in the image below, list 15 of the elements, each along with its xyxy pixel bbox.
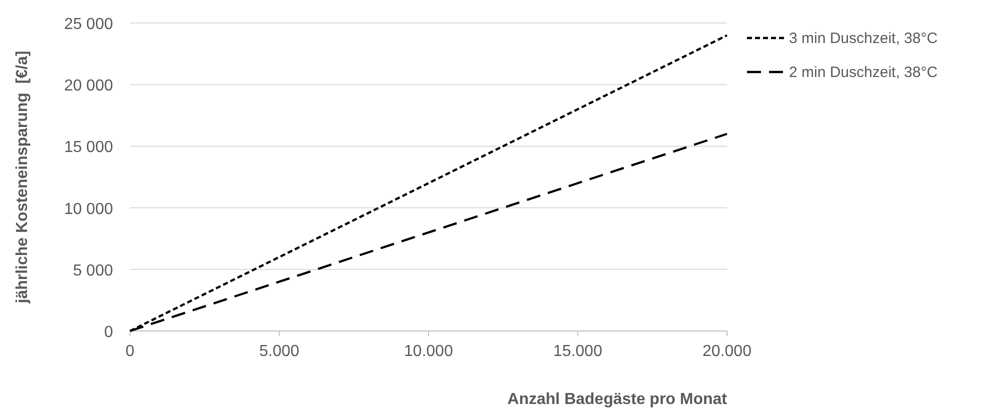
y-tick-label: 20 000 bbox=[64, 78, 114, 95]
y-tick-label: 25 000 bbox=[64, 16, 114, 33]
x-tick-label: 15.000 bbox=[553, 343, 602, 360]
x-tick-label: 0 bbox=[126, 343, 135, 360]
y-tick-label: 0 bbox=[104, 324, 114, 341]
x-tick-label: 5.000 bbox=[259, 343, 300, 360]
legend-label: 2 min Duschzeit, 38°C bbox=[789, 64, 938, 81]
x-tick-label: 10.000 bbox=[404, 343, 454, 360]
x-axis-title: Anzahl Badegäste pro Monat bbox=[507, 391, 728, 408]
legend-label: 3 min Duschzeit, 38°C bbox=[789, 30, 938, 47]
y-tick-label: 10 000 bbox=[64, 200, 114, 218]
y-tick-label: 15 000 bbox=[64, 139, 114, 156]
x-tick-label: 20.000 bbox=[702, 343, 752, 360]
y-tick-label: 5 000 bbox=[72, 262, 114, 280]
y-axis-title: jährliche Kosteneinsparung [€/a] bbox=[14, 50, 31, 304]
